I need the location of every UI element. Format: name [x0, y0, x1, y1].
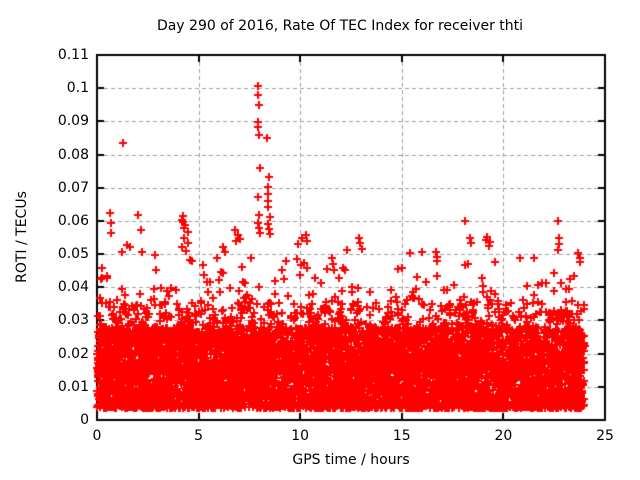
y-tick-label: 0.08 — [57, 146, 89, 163]
y-tick-label: 0.1 — [66, 80, 89, 97]
y-tick-label: 0.11 — [57, 47, 89, 63]
chart-title: Day 290 of 2016, Rate Of TEC Index for r… — [156, 18, 524, 34]
y-tick-label: 0.06 — [57, 212, 89, 229]
x-tick-label: 5 — [194, 428, 204, 444]
y-tick-label: 0.05 — [57, 246, 89, 263]
y-tick-label: 0.04 — [57, 279, 89, 296]
y-tick-label: 0.02 — [57, 345, 89, 362]
x-tick-label: 20 — [494, 428, 513, 444]
x-tick-label: 25 — [596, 428, 614, 444]
y-tick-label: 0.07 — [57, 179, 89, 196]
y-tick-label: 0 — [80, 412, 89, 428]
x-tick-label: 15 — [392, 428, 411, 444]
y-tick-label: 0.03 — [57, 312, 89, 329]
x-tick-label: 0 — [92, 428, 102, 444]
y-tick-label: 0.09 — [57, 113, 89, 130]
y-tick-label: 0.01 — [57, 378, 89, 395]
x-axis-label: GPS time / hours — [292, 452, 410, 468]
y-axis-tick-labels: 0 0.01 0.02 0.03 0.04 0.05 0.06 0.07 0.08 0.09 0.1… — [0, 0, 89, 480]
x-tick-label: 10 — [291, 428, 310, 444]
